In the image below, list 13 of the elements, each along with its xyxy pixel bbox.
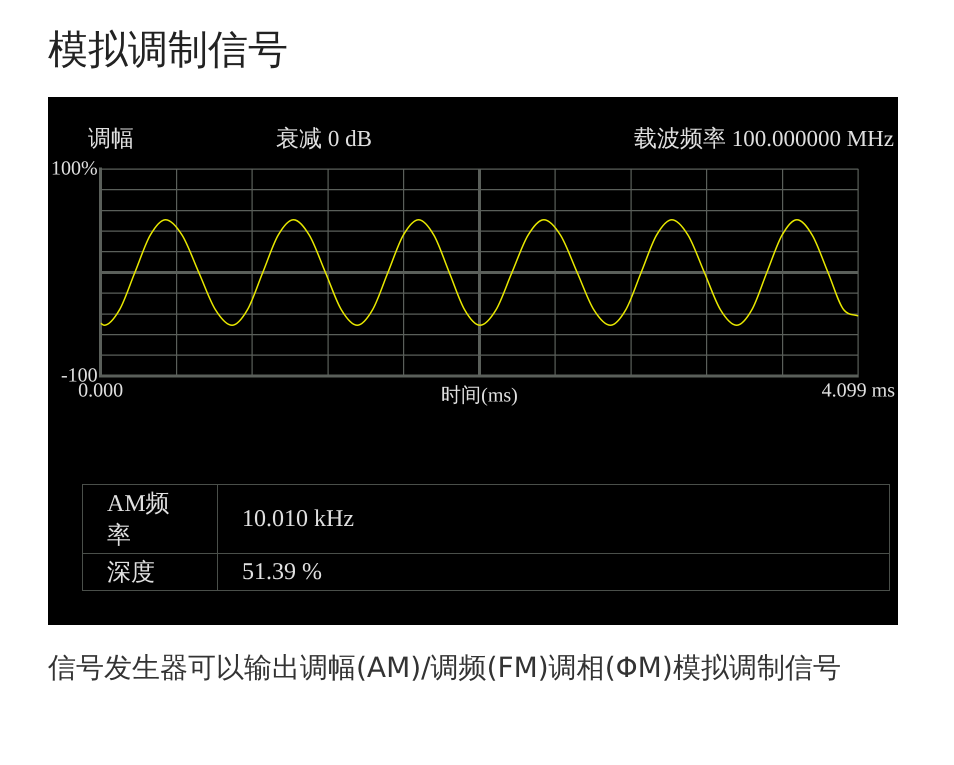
y-tick-label: 100% xyxy=(50,157,98,180)
x-tick-label: 4.099 ms xyxy=(822,379,896,402)
text: AM频率 xyxy=(82,484,218,554)
line-series xyxy=(100,218,858,326)
text: 51.39 % xyxy=(218,554,890,590)
text: 深度 xyxy=(82,554,218,590)
chart-title: 模拟调制信号 xyxy=(48,26,289,75)
text: 信号发生器可以输出调幅(AM)/调频(FM)调相(ΦM)模拟调制信号 xyxy=(48,650,842,686)
text: 载波频率 100.000000 MHz xyxy=(634,125,894,153)
x-axis-title: 时间(ms) xyxy=(441,384,518,406)
text: 10.010 kHz xyxy=(218,484,890,554)
text: 调幅 xyxy=(88,125,134,153)
text: 衰减 0 dB xyxy=(276,125,372,153)
